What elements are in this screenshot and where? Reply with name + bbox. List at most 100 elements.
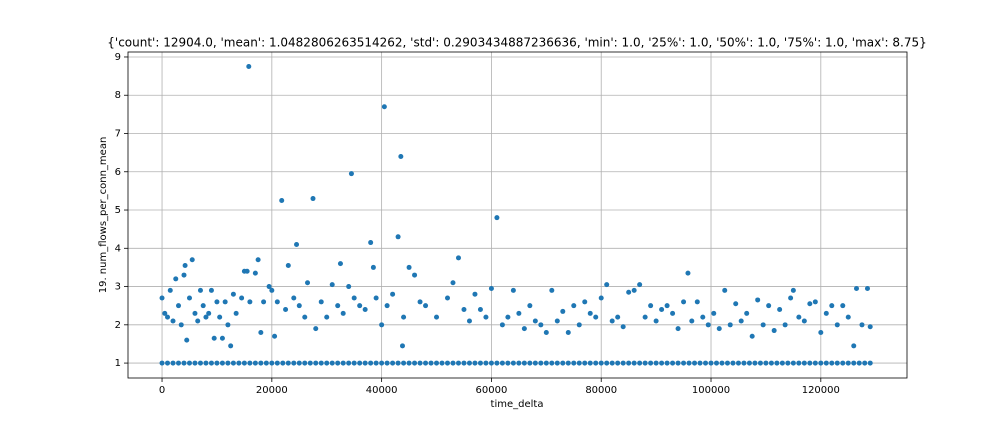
x-tick-label: 40000 [366,385,398,396]
point [766,303,772,309]
point [620,324,626,330]
point [291,360,297,366]
point [291,295,297,301]
point [351,360,357,366]
point [335,303,341,309]
point [211,335,217,341]
point [760,322,766,328]
point [159,360,165,366]
point [357,360,363,366]
point [565,360,571,366]
point [165,314,171,320]
point [230,360,236,366]
point [582,299,588,305]
point [708,360,714,366]
point [664,360,670,366]
point [532,360,538,366]
point [488,360,494,366]
point [801,360,807,366]
x-tick-label: 0 [159,385,165,396]
point [324,314,330,320]
point [280,360,286,366]
point [390,360,396,366]
x-tick-label: 80000 [585,385,617,396]
y-tick-label: 5 [115,205,121,216]
point [862,360,868,366]
point [554,360,560,366]
point [834,322,840,328]
point [285,360,291,366]
point [398,153,404,159]
point [230,291,236,297]
point [521,360,527,366]
point [472,360,478,366]
point [162,310,168,316]
point [505,314,511,320]
y-tick-label: 3 [115,282,121,293]
point [856,360,862,366]
point [749,333,755,339]
point [722,287,728,293]
point [472,291,478,297]
point [681,299,687,305]
point [186,295,192,301]
point [864,285,870,291]
point [724,360,730,366]
point [746,360,752,366]
point [593,314,599,320]
point [310,196,316,202]
point [445,295,451,301]
point [779,360,785,366]
point [208,360,214,366]
point [829,360,835,366]
point [845,314,851,320]
point [774,360,780,366]
point [527,303,533,309]
point [445,360,451,366]
point [258,329,264,335]
point [543,360,549,366]
point [455,360,461,366]
point [217,314,223,320]
point [738,318,744,324]
point [296,360,302,366]
point [296,303,302,309]
point [648,303,654,309]
point [255,257,261,263]
point [305,280,311,286]
point [181,272,187,278]
point [176,360,182,366]
point [829,303,835,309]
point [565,329,571,335]
point [853,285,859,291]
point [494,215,500,221]
point [252,270,258,276]
point [236,360,242,366]
point [576,322,582,328]
point [823,310,829,316]
point [571,360,577,366]
point [801,318,807,324]
point [247,360,253,366]
point [796,360,802,366]
point [615,360,621,366]
point [417,299,423,305]
point [807,301,813,307]
point [167,287,173,293]
point [219,360,225,366]
point [477,307,483,313]
point [395,360,401,366]
point [406,264,412,270]
point [735,360,741,366]
point [466,360,472,366]
point [609,318,615,324]
point [368,360,374,366]
point [653,360,659,366]
point [395,234,401,240]
point [538,360,544,366]
point [466,318,472,324]
plot-frame [127,51,908,379]
point [439,360,445,366]
point [346,360,352,366]
